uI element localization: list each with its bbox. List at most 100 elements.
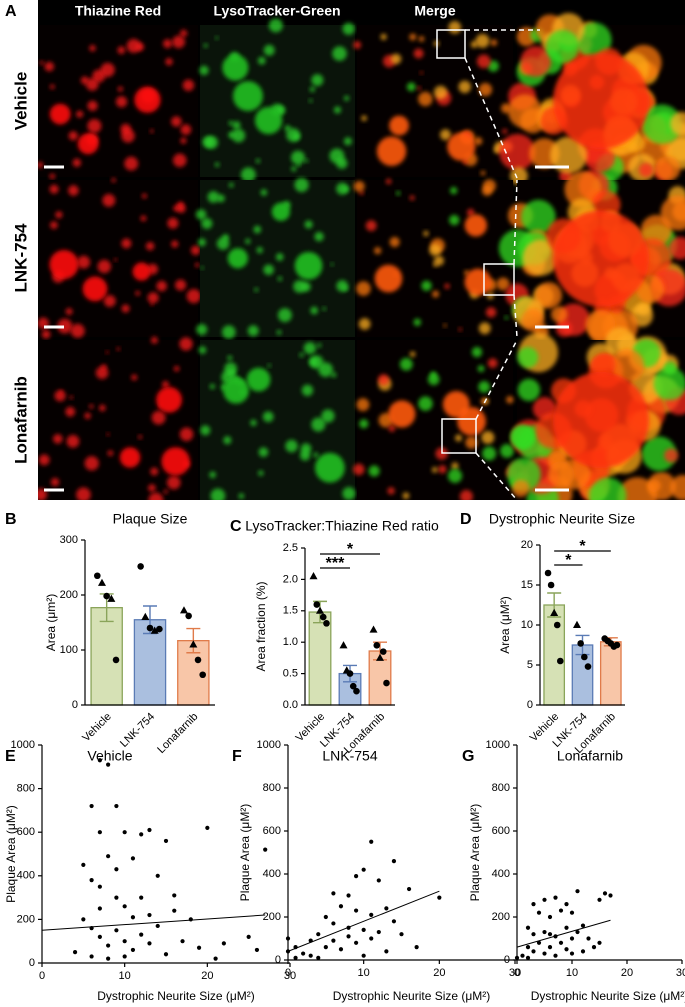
data-point [520, 953, 525, 958]
blob [175, 279, 187, 291]
y-tick-label: 1000 [257, 739, 281, 751]
blob [551, 306, 568, 323]
data-point [580, 923, 586, 928]
blob [52, 433, 63, 444]
data-point [172, 893, 177, 898]
data-point [323, 945, 328, 950]
data-point [531, 949, 536, 954]
data-point [323, 914, 328, 920]
blob [59, 390, 63, 394]
blob [450, 186, 458, 195]
blob [85, 78, 99, 91]
blob [418, 91, 433, 107]
blob [365, 220, 377, 232]
blob [359, 419, 369, 429]
blob [103, 294, 116, 307]
blob [238, 493, 245, 499]
blob [111, 177, 116, 183]
y-tick-label: 200 [17, 913, 35, 925]
image-tile [37, 177, 201, 339]
blob [402, 492, 410, 500]
blob [172, 153, 187, 168]
data-point [581, 653, 588, 661]
data-point [199, 671, 206, 679]
data-point [188, 917, 193, 922]
data-point [547, 945, 553, 950]
chart-title: Dystrophic Neurite Size [489, 511, 635, 527]
data-point [308, 953, 313, 958]
data-point [221, 941, 226, 946]
data-point [349, 682, 357, 690]
blob [476, 54, 491, 69]
data-point [525, 955, 531, 960]
y-tick-label: 0 [29, 957, 35, 969]
data-point [353, 687, 360, 695]
data-point [346, 893, 351, 898]
plaque [82, 276, 108, 302]
blob [388, 425, 396, 432]
blob [223, 436, 232, 445]
blob [506, 395, 514, 404]
blob [617, 477, 658, 500]
plaque [156, 386, 182, 413]
blob [49, 84, 55, 90]
blob [550, 136, 588, 174]
data-point [89, 878, 94, 883]
plaque [314, 452, 345, 483]
bar [90, 607, 123, 706]
image-tile [36, 25, 198, 180]
data-point [147, 912, 152, 918]
blob [117, 86, 124, 92]
data-point [536, 940, 542, 945]
blob [245, 238, 251, 244]
plaque [254, 106, 283, 135]
blob [421, 280, 432, 291]
chart-title: LNK-754 [322, 748, 377, 764]
data-point [542, 897, 547, 902]
data-point [316, 606, 324, 614]
data-point [384, 949, 389, 954]
data-point [94, 572, 101, 580]
blob [180, 124, 192, 136]
fit-line [41, 914, 266, 931]
data-point [597, 940, 602, 945]
panel-letter: C [230, 518, 242, 535]
blob [332, 46, 347, 61]
blob [57, 318, 73, 334]
blob [418, 35, 425, 42]
x-tick-label: 0 [285, 967, 291, 979]
data-point [263, 847, 268, 852]
data-point [556, 657, 564, 665]
blob [87, 118, 102, 134]
plaque [374, 264, 403, 293]
blob [253, 225, 262, 234]
data-point [180, 939, 185, 944]
y-axis-label: Area fraction (%) [254, 581, 268, 671]
blob [342, 186, 349, 193]
blob [448, 21, 462, 34]
blob [262, 411, 274, 423]
blob [147, 292, 159, 304]
data-point [112, 656, 120, 664]
data-point [575, 929, 580, 935]
data-point [301, 951, 306, 956]
data-point [547, 914, 553, 920]
data-point [205, 825, 210, 830]
data-point [544, 569, 552, 577]
x-tick-label: 10 [358, 967, 370, 979]
data-point [106, 762, 111, 767]
tile [200, 25, 355, 177]
data-point [122, 954, 127, 959]
blob [427, 373, 440, 386]
y-tick-label: 1.0 [283, 636, 298, 648]
x-tick-label: Lonafarnib [155, 711, 200, 756]
data-point [155, 873, 160, 878]
blob [247, 325, 259, 337]
data-point [373, 642, 381, 649]
plaque [119, 447, 141, 468]
blob [353, 463, 365, 476]
x-tick-label: 30 [284, 970, 296, 982]
plaque [294, 251, 323, 280]
blob [585, 309, 616, 340]
plaque [49, 249, 79, 280]
